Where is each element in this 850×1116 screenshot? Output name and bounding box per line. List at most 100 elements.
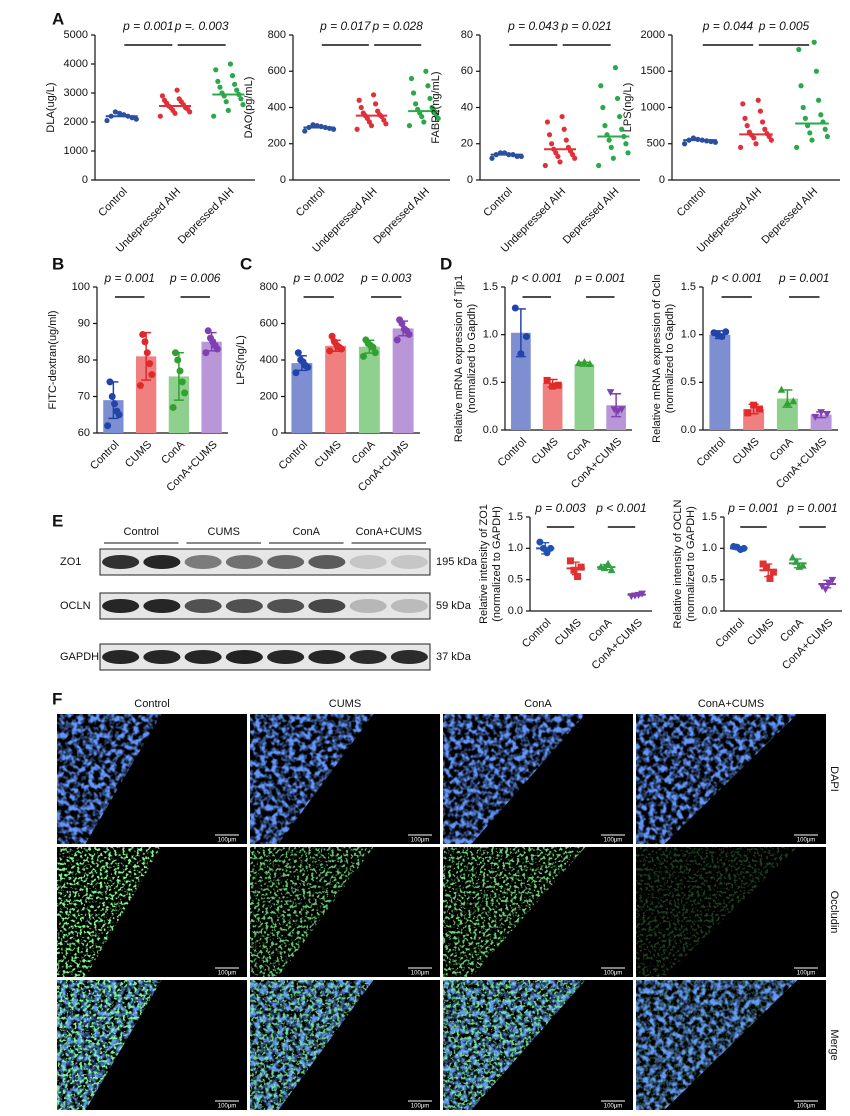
p-value: p = 0.017 <box>319 19 372 33</box>
data-point <box>406 123 413 129</box>
data-point <box>744 409 752 417</box>
p-value: p = 0.006 <box>169 271 221 285</box>
blot-band <box>349 599 387 613</box>
y-tick-label: 40 <box>461 101 473 113</box>
occludin-stain <box>57 847 162 977</box>
data-point <box>762 126 768 132</box>
occludin-stain <box>443 980 586 1110</box>
data-point <box>356 97 362 103</box>
data-point <box>682 141 688 147</box>
dapi-stain <box>443 714 586 844</box>
y-tick-label: 0.5 <box>681 376 696 388</box>
y-tick-label: 1.5 <box>702 511 717 523</box>
blot-band <box>102 650 140 664</box>
data-point <box>542 162 548 169</box>
data-point <box>602 123 608 129</box>
data-point <box>302 128 308 134</box>
data-point <box>423 68 429 74</box>
p-value: p = 0.001 <box>786 501 837 515</box>
y-tick-label: 400 <box>260 354 278 366</box>
data-point <box>227 61 234 67</box>
x-tick-label: Control <box>694 436 728 470</box>
data-point <box>393 336 401 344</box>
x-tick-label: Depressed AIH <box>176 186 237 247</box>
data-point <box>794 144 800 150</box>
y-axis-label: Relative intensity of OCLN <box>672 499 684 628</box>
data-point <box>330 338 338 346</box>
y-axis-label: (normalized to GAPDH) <box>491 506 503 622</box>
p-value: p = 0.028 <box>371 19 423 33</box>
data-point <box>566 557 574 565</box>
data-point <box>574 359 583 367</box>
p-value: p < 0.001 <box>511 271 562 285</box>
blot-band <box>349 555 387 569</box>
y-tick-label: 0.5 <box>702 574 717 586</box>
data-point <box>139 330 147 338</box>
data-point <box>143 349 151 357</box>
data-point <box>111 400 119 408</box>
data-point <box>371 349 379 357</box>
data-point <box>577 563 585 571</box>
blot-band <box>184 555 222 569</box>
y-tick-label: 1.0 <box>508 542 523 554</box>
data-point <box>326 347 334 355</box>
data-point <box>617 406 626 414</box>
x-tick-label: Control <box>88 439 122 473</box>
y-axis-label: DLA(ug/L) <box>45 82 57 132</box>
y-tick-label: 800 <box>260 281 278 293</box>
blot-band <box>102 599 140 613</box>
data-point <box>157 113 163 119</box>
y-tick-label: 60 <box>461 65 473 77</box>
data-point <box>229 73 236 79</box>
dapi-stain <box>57 714 162 844</box>
blot-band <box>267 650 305 664</box>
data-point <box>738 144 744 150</box>
panel-letter: F <box>52 689 62 708</box>
x-tick-label: CUMS <box>745 617 776 648</box>
data-point <box>429 104 435 111</box>
data-point <box>294 349 302 357</box>
data-point <box>136 382 144 390</box>
data-point <box>362 336 370 344</box>
data-point <box>544 119 551 125</box>
data-point <box>413 101 419 107</box>
y-tick-label: 0 <box>467 174 473 186</box>
data-point <box>116 110 123 116</box>
data-point <box>742 115 748 121</box>
bar <box>574 364 595 430</box>
data-point <box>813 68 820 74</box>
data-point <box>753 141 759 147</box>
y-tick-label: 1000 <box>64 145 88 157</box>
data-point <box>740 101 746 107</box>
data-point <box>580 358 589 366</box>
blot-size-label: 59 kDa <box>436 600 472 612</box>
data-point <box>408 75 415 82</box>
x-tick-label: ConA <box>768 435 796 463</box>
bar <box>358 346 380 433</box>
data-point <box>169 403 177 411</box>
bar <box>542 383 563 430</box>
image-column-label: ConA+CUMS <box>698 698 764 710</box>
data-point <box>159 93 166 99</box>
data-point <box>824 133 831 140</box>
data-point <box>769 568 777 576</box>
data-point <box>176 367 184 375</box>
data-point <box>606 137 612 143</box>
y-tick-label: 1.5 <box>508 511 523 523</box>
scale-bar-label: 100μm <box>218 838 236 844</box>
panel-letter: A <box>52 9 64 28</box>
data-point <box>238 96 244 102</box>
data-point <box>610 406 619 414</box>
data-point <box>543 376 551 384</box>
x-tick-label: ConA <box>586 616 614 644</box>
data-point <box>148 371 156 379</box>
data-point <box>750 401 758 409</box>
x-tick-label: CUMS <box>312 439 343 470</box>
y-tick-label: 600 <box>268 65 286 77</box>
blot-band <box>225 599 263 613</box>
y-tick-label: 0.5 <box>483 376 498 388</box>
data-point <box>234 87 240 93</box>
data-point <box>554 381 562 389</box>
data-point <box>370 92 377 98</box>
y-tick-label: 4000 <box>64 58 88 70</box>
